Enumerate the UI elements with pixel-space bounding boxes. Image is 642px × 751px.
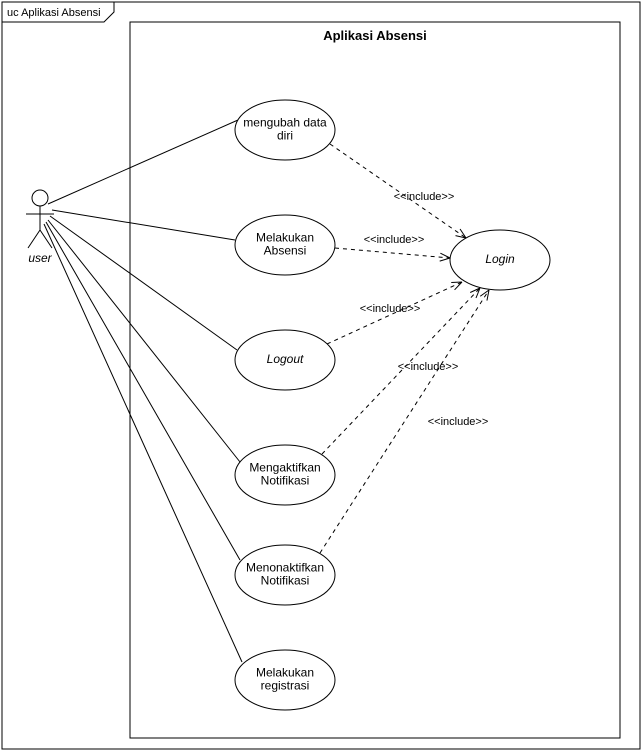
- usecase-diagram: uc Aplikasi Absensi Aplikasi Absensi user <…: [0, 0, 642, 751]
- usecase-uc4-label: Mengaktifkan: [249, 461, 320, 475]
- usecase-uc1-label: diri: [277, 129, 293, 143]
- usecase-uc6-label: Melakukan: [256, 666, 314, 680]
- usecase-uc2-label: Melakukan: [256, 231, 314, 245]
- actor-label: user: [28, 251, 52, 265]
- usecase-uc6-label: registrasi: [261, 679, 310, 693]
- usecase-uc4-label: Notifikasi: [261, 474, 310, 488]
- include-label: <<include>>: [428, 416, 489, 428]
- include-label: <<include>>: [364, 234, 425, 246]
- diagram-tab-label: uc Aplikasi Absensi: [7, 7, 101, 19]
- usecase-uc3-label: Logout: [267, 352, 304, 366]
- usecase-uc_login-label: Login: [485, 252, 515, 266]
- usecase-uc5-label: Menonaktifkan: [246, 561, 324, 575]
- include-label: <<include>>: [394, 191, 455, 203]
- include-label: <<include>>: [360, 303, 421, 315]
- usecase-uc2-label: Absensi: [264, 244, 307, 258]
- include-label: <<include>>: [398, 361, 459, 373]
- usecase-uc5-label: Notifikasi: [261, 574, 310, 588]
- system-boundary-title: Aplikasi Absensi: [323, 28, 427, 43]
- usecase-uc1-label: mengubah data: [243, 116, 327, 130]
